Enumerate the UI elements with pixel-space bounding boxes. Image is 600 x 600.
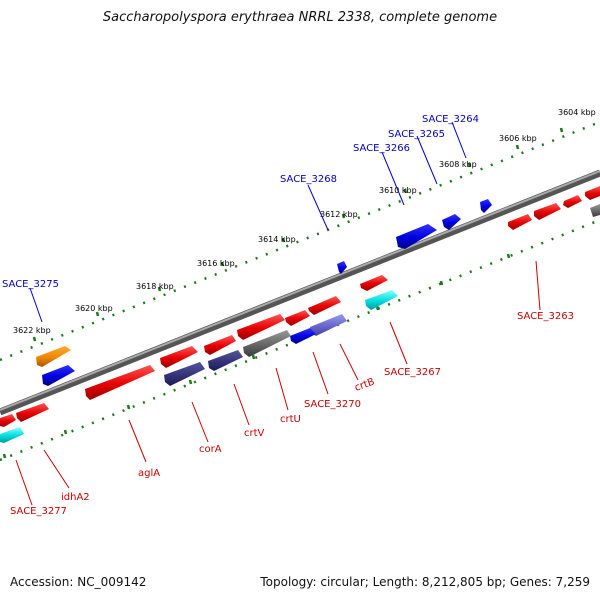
gene-idha2[interactable] xyxy=(0,414,16,427)
scale-label: 3608 kbp xyxy=(439,160,477,169)
map-title: Saccharopolyspora erythraea NRRL 2338, c… xyxy=(102,10,498,25)
gene-red[interactable] xyxy=(563,195,582,208)
gene-cora[interactable] xyxy=(164,362,205,386)
gene-label-bottom[interactable]: SACE_3270 xyxy=(304,399,361,410)
gene-sace-3264[interactable] xyxy=(480,199,492,213)
gene-label-bottom[interactable]: corA xyxy=(199,444,222,455)
gene-red[interactable] xyxy=(16,403,49,422)
scale-label: 3622 kbp xyxy=(13,326,51,335)
gene-label-bottom[interactable]: SACE_3277 xyxy=(10,506,67,517)
forward-genes xyxy=(36,199,492,386)
gene-label-top[interactable]: SACE_3268 xyxy=(280,174,337,185)
gene-red[interactable] xyxy=(237,314,285,340)
scale-label: 3612 kbp xyxy=(320,210,358,219)
gene-red[interactable] xyxy=(160,346,198,368)
gene-sace-3268[interactable] xyxy=(337,261,347,274)
gene-sace-3275[interactable] xyxy=(42,365,75,386)
gene-label-top[interactable]: SACE_3266 xyxy=(353,143,410,154)
gene-label-top[interactable]: SACE_3265 xyxy=(388,129,445,140)
scale-label: 3614 kbp xyxy=(258,235,296,244)
gene-sace-3270[interactable] xyxy=(290,328,316,344)
gene-cyan[interactable] xyxy=(365,290,398,310)
topology-text: Topology: circular; Length: 8,212,805 bp… xyxy=(260,575,590,589)
leader-lines-top xyxy=(29,121,467,323)
scale-label: 3616 kbp xyxy=(197,259,235,268)
gene-sace-3277[interactable] xyxy=(0,427,24,443)
genome-backbone xyxy=(0,169,600,416)
genome-track-svg: 3604 kbp 3606 kbp 3608 kbp 3610 kbp 3612… xyxy=(0,108,600,517)
gene-label-bottom[interactable]: idhA2 xyxy=(61,492,90,503)
scale-label: 3606 kbp xyxy=(499,134,537,143)
leader-lines-bottom xyxy=(15,260,541,506)
gene-sace-3265[interactable] xyxy=(442,214,461,230)
gene-label-bottom[interactable]: aglA xyxy=(138,468,160,479)
reverse-genes xyxy=(0,186,600,443)
gene-agla[interactable] xyxy=(85,365,155,400)
scale-label: 3620 kbp xyxy=(75,304,113,313)
scale-track-outer xyxy=(0,120,600,362)
gene-sace-3263[interactable] xyxy=(508,214,532,230)
gene-sace-3267[interactable] xyxy=(360,275,388,291)
gene-orange[interactable] xyxy=(36,346,71,367)
gene-crtb[interactable] xyxy=(310,314,347,336)
gene-label-top[interactable]: SACE_3264 xyxy=(422,114,479,125)
gene-label-bottom[interactable]: SACE_3263 xyxy=(517,311,574,322)
gene-red[interactable] xyxy=(534,203,561,220)
gene-label-bottom[interactable]: crtB xyxy=(353,376,376,393)
gene-red[interactable] xyxy=(204,335,236,355)
gene-gray[interactable] xyxy=(590,204,600,217)
gene-crtu[interactable] xyxy=(243,330,291,357)
scale-label: 3604 kbp xyxy=(558,108,596,117)
gene-sace-3266[interactable] xyxy=(396,224,437,249)
gene-label-top[interactable]: SACE_3275 xyxy=(2,279,59,290)
gene-label-bottom[interactable]: SACE_3267 xyxy=(384,367,441,378)
accession-text: Accession: NC_009142 xyxy=(10,575,147,589)
gene-red[interactable] xyxy=(585,186,600,200)
gene-red[interactable] xyxy=(285,310,310,326)
gene-label-bottom[interactable]: crtV xyxy=(244,428,265,439)
scale-label: 3618 kbp xyxy=(136,282,174,291)
major-ticks-outer xyxy=(32,127,564,342)
gene-label-bottom[interactable]: crtU xyxy=(280,414,301,425)
gene-crtv[interactable] xyxy=(208,350,243,371)
gene-red[interactable] xyxy=(308,296,341,315)
